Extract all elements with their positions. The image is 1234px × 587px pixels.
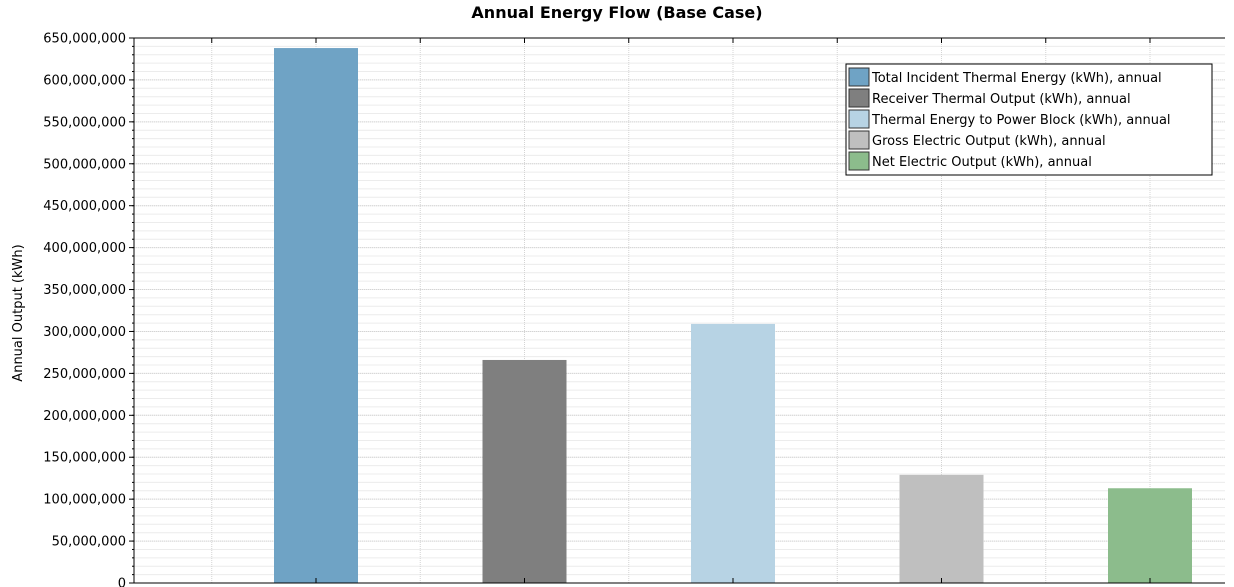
bar xyxy=(482,359,567,583)
legend-label: Total Incident Thermal Energy (kWh), ann… xyxy=(871,71,1162,86)
y-tick-label: 50,000,000 xyxy=(52,535,126,550)
y-tick-label: 350,000,000 xyxy=(43,283,126,298)
y-tick-label: 450,000,000 xyxy=(43,199,126,214)
y-tick-label: 100,000,000 xyxy=(43,493,126,508)
y-tick-labels: 0 50,000,000 100,000,000 150,000,000 200,000… xyxy=(43,32,126,587)
bar xyxy=(691,323,775,583)
y-tick-label: 550,000,000 xyxy=(43,115,126,130)
bar xyxy=(899,474,984,583)
y-tick-label: 650,000,000 xyxy=(43,32,126,47)
y-tick-label: 0 xyxy=(118,577,126,587)
y-tick-label: 300,000,000 xyxy=(43,325,126,340)
legend-swatch xyxy=(848,88,870,108)
y-tick-label: 200,000,000 xyxy=(43,409,126,424)
y-tick-label: 250,000,000 xyxy=(43,367,126,382)
legend-swatch xyxy=(848,109,870,129)
y-tick-label: 500,000,000 xyxy=(43,157,126,172)
y-tick-label: 400,000,000 xyxy=(43,241,126,256)
legend-swatch xyxy=(848,67,870,87)
y-tick-label: 150,000,000 xyxy=(43,451,126,466)
axes-group xyxy=(129,37,1225,584)
legend-label: Gross Electric Output (kWh), annual xyxy=(872,134,1106,149)
bar xyxy=(1108,488,1192,583)
legend: Total Incident Thermal Energy (kWh), ann… xyxy=(845,63,1213,176)
legend-label: Receiver Thermal Output (kWh), annual xyxy=(872,92,1131,107)
y-axis-title: Annual Output (kWh) xyxy=(11,244,26,381)
legend-label: Net Electric Output (kWh), annual xyxy=(872,155,1092,170)
chart-title: Annual Energy Flow (Base Case) xyxy=(471,3,762,22)
bars-group xyxy=(274,48,1192,584)
bar xyxy=(274,48,358,584)
y-tick-label: 600,000,000 xyxy=(43,73,126,88)
legend-swatch xyxy=(848,130,870,150)
legend-box xyxy=(845,63,1213,176)
legend-swatch xyxy=(848,151,870,171)
legend-label: Thermal Energy to Power Block (kWh), ann… xyxy=(871,113,1171,128)
